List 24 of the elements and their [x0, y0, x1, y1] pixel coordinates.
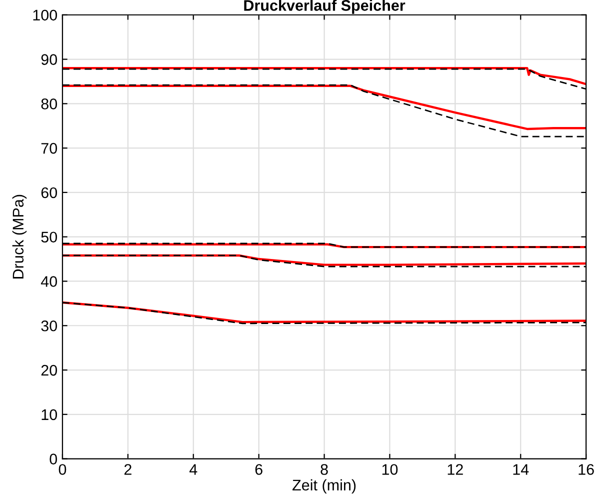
y-tick-label: 30: [41, 320, 58, 332]
x-tick-label: 6: [255, 464, 262, 475]
y-tick-label: 10: [42, 409, 58, 420]
line-series: [62, 67, 586, 86]
x-tick-label: 16: [578, 464, 594, 475]
x-tick-label: 0: [58, 464, 66, 475]
y-tick-label: 60: [41, 187, 58, 198]
x-tick-label: 2: [124, 464, 132, 475]
x-tick-label: 14: [513, 464, 529, 475]
x-tick-label: 4: [189, 464, 198, 475]
y-tick-label: 100: [33, 10, 58, 21]
y-tick-label: 90: [41, 54, 58, 65]
y-tick-label: 40: [40, 276, 58, 287]
y-tick-label: 50: [41, 232, 58, 243]
y-axis-title: Druck (MPa): [12, 194, 27, 278]
y-tick-label: 80: [41, 98, 58, 110]
x-axis-title: Zeit (min): [292, 479, 356, 494]
x-tick-label: 12: [448, 464, 463, 475]
x-tick-label: 8: [320, 464, 328, 475]
y-tick-label: 70: [41, 142, 58, 154]
y-tick-label: 20: [41, 364, 58, 376]
chart-title: Druckverlauf Speicher: [244, 0, 406, 14]
x-tick-label: 10: [382, 464, 398, 475]
y-tick-label: 0: [50, 454, 58, 464]
